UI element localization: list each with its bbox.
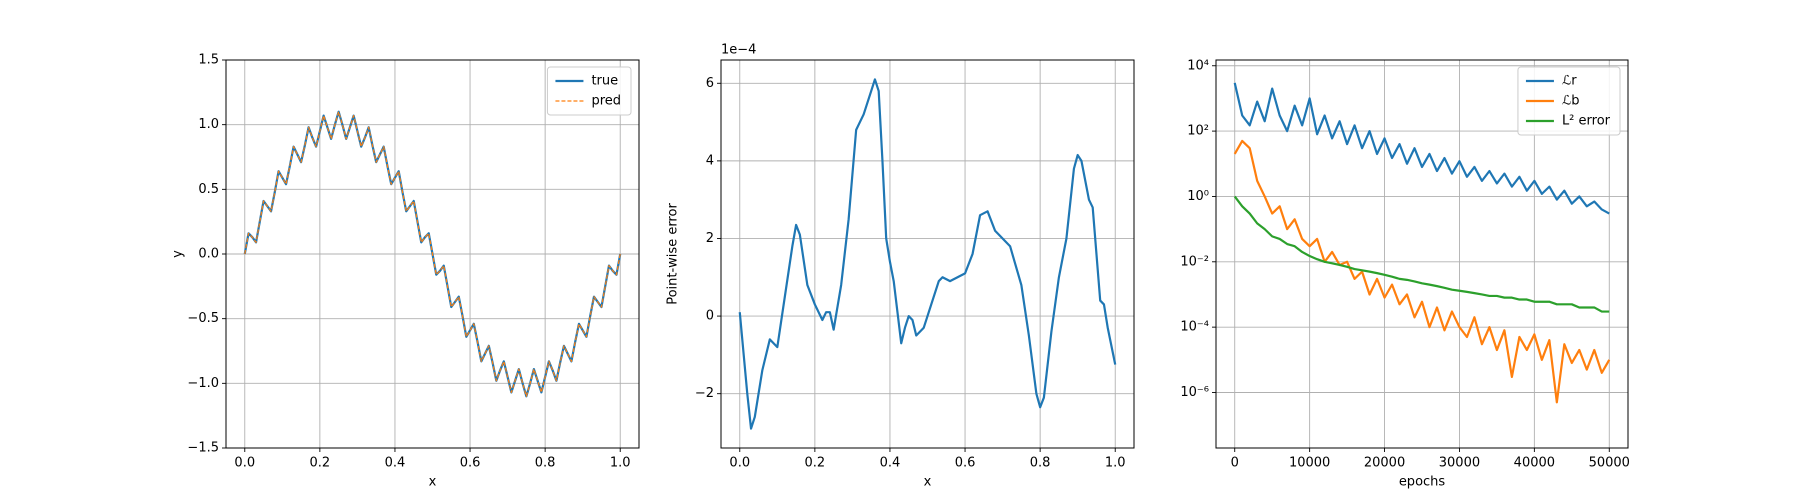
series-line	[244, 111, 621, 397]
legend-box	[1517, 66, 1621, 136]
y-tick-label: 10⁴	[1187, 58, 1209, 73]
y-tick-label: 0	[706, 309, 714, 324]
x-tick-label: 0.8	[1030, 456, 1051, 471]
offset-label: 1e−4	[721, 43, 756, 58]
y-tick-label: 1.0	[198, 117, 219, 132]
y-tick-label: −0.5	[187, 311, 219, 326]
x-tick-label: 0.8	[535, 456, 556, 471]
x-tick-label: 0.6	[460, 456, 481, 471]
series-line	[1233, 139, 1611, 404]
x-tick-label: 40000	[1514, 456, 1555, 471]
x-tick-label: 10000	[1289, 456, 1330, 471]
x-tick-label: 1.0	[1105, 456, 1126, 471]
subplot: 0.0 0.2 0.4 0.6 0.8 1.0 −1.5 −1.0 −0.5 0.0 0.5 1.0 1…	[171, 53, 640, 490]
x-tick-label: 50000	[1589, 456, 1630, 471]
y-axis-label: Point-wise error	[666, 203, 681, 305]
subplot: 0 10000 20000 30000 40000 50000 10⁻⁶ 10⁻⁴ 10⁻² 10…	[1180, 58, 1630, 489]
x-tick-label: 0.2	[310, 456, 331, 471]
y-tick-label: 10⁻²	[1180, 254, 1209, 269]
legend-label: true	[591, 74, 618, 89]
x-tick-label: 0.0	[234, 456, 255, 471]
legend-label: ℒr	[1562, 74, 1577, 89]
y-tick-label: 10²	[1187, 124, 1209, 139]
y-tick-label: 10⁻⁴	[1180, 320, 1209, 335]
y-tick-label: 10⁰	[1187, 189, 1209, 204]
y-tick-label: 6	[706, 76, 714, 91]
y-tick-label: 2	[706, 231, 714, 246]
x-tick-label: 0.6	[955, 456, 976, 471]
legend-label: ℒb	[1562, 94, 1580, 109]
legend-label: pred	[591, 94, 621, 109]
axes-frame	[225, 59, 640, 449]
x-tick-label: 0.4	[385, 456, 406, 471]
subplot: 0.0 0.2 0.4 0.6 0.8 1.0 −2 0 2 4 6 x Point-wise erro…	[666, 43, 1135, 490]
y-tick-label: −1.0	[187, 376, 219, 391]
x-tick-label: 0	[1231, 456, 1239, 471]
y-axis-label: y	[171, 250, 186, 258]
x-tick-label: 0.2	[805, 456, 826, 471]
y-tick-label: 10⁻⁶	[1180, 385, 1209, 400]
y-tick-label: 0.0	[198, 247, 219, 262]
x-axis-label: x	[429, 475, 437, 490]
series-line	[1233, 195, 1610, 313]
y-tick-label: 0.5	[198, 182, 219, 197]
legend: ℒr ℒb L² error	[1517, 66, 1621, 136]
y-tick-label: 1.5	[198, 53, 219, 68]
x-tick-label: 20000	[1364, 456, 1405, 471]
x-tick-label: 1.0	[610, 456, 631, 471]
legend-box	[546, 66, 632, 116]
series-line	[1233, 82, 1610, 215]
x-tick-label: 0.0	[729, 456, 750, 471]
x-tick-label: 0.4	[880, 456, 901, 471]
x-axis-label: x	[924, 475, 932, 490]
y-tick-label: 4	[706, 153, 714, 168]
axes-frame	[720, 59, 1135, 449]
y-tick-label: −1.5	[187, 441, 219, 456]
legend-label: L² error	[1562, 114, 1611, 129]
series-line	[738, 78, 1117, 430]
x-tick-label: 30000	[1439, 456, 1480, 471]
x-axis-label: epochs	[1399, 475, 1446, 490]
y-tick-label: −2	[695, 386, 714, 401]
axes-frame	[1215, 59, 1629, 449]
legend: true pred	[546, 66, 632, 116]
